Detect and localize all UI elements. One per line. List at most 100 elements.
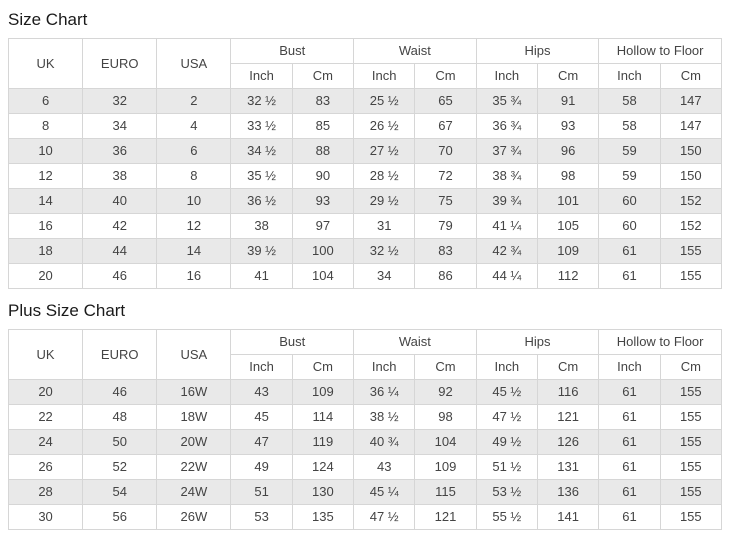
- table-cell: 109: [291, 379, 355, 405]
- table-cell: 30: [7, 504, 84, 530]
- table-cell: 61: [598, 454, 661, 480]
- table-cell: 155: [659, 504, 723, 530]
- table-cell: 14: [156, 238, 232, 264]
- table-cell: 44 ¼: [475, 263, 538, 289]
- table-cell: 38: [230, 213, 293, 239]
- table-cell: 51: [230, 479, 293, 505]
- table-cell: 42 ¾: [475, 238, 538, 264]
- table-cell: 16: [7, 213, 84, 239]
- table-cell: 141: [536, 504, 600, 530]
- table-cell: 61: [598, 504, 661, 530]
- table-cell: 60: [598, 188, 661, 214]
- table-cell: 93: [536, 113, 600, 139]
- table-cell: 59: [598, 138, 661, 164]
- table-cell: 79: [414, 213, 477, 239]
- table-cell: 37 ¾: [475, 138, 538, 164]
- unit-header: Cm: [536, 354, 600, 380]
- table-cell: 150: [659, 163, 723, 189]
- table-cell: 61: [598, 379, 661, 405]
- table-cell: 155: [659, 404, 723, 430]
- table-cell: 31: [353, 213, 416, 239]
- table-cell: 36 ¼: [353, 379, 416, 405]
- table-cell: 135: [291, 504, 355, 530]
- size-chart-title: Size Chart: [8, 10, 88, 29]
- table-cell: 90: [291, 163, 355, 189]
- unit-header: Cm: [659, 63, 723, 89]
- table-cell: 85: [291, 113, 355, 139]
- table-cell: 28: [7, 479, 84, 505]
- table-cell: 18W: [156, 404, 232, 430]
- table-cell: 152: [659, 213, 723, 239]
- table-cell: 35 ¾: [475, 88, 538, 114]
- table-cell: 32 ½: [230, 88, 293, 114]
- table-cell: 38 ½: [353, 404, 416, 430]
- table-cell: 51 ½: [475, 454, 538, 480]
- table-header: UK EURO USA Bust Waist Hips Hollow to Floor Inc…: [7, 329, 723, 380]
- table-cell: 155: [659, 379, 723, 405]
- unit-header: Inch: [353, 63, 416, 89]
- table-cell: 10: [7, 138, 84, 164]
- unit-header: Inch: [598, 354, 661, 380]
- table-cell: 92: [414, 379, 477, 405]
- table-row: 18 44 14 39 ½ 100 32 ½ 83 42 ¾ 109 61 155: [7, 238, 723, 264]
- sub-header-row: Inch Cm Inch Cm Inch Cm Inch Cm: [9, 63, 723, 89]
- table-body: 20 46 16W 43 109 36 ¼ 92 45 ½ 116 61 155 22 48 18W 45 1…: [7, 379, 723, 530]
- unit-header: Inch: [230, 354, 293, 380]
- table-cell: 61: [598, 479, 661, 505]
- table-header: UK EURO USA Bust Waist Hips Hollow to Floor Inc…: [7, 38, 723, 89]
- table-cell: 100: [291, 238, 355, 264]
- table-cell: 41: [230, 263, 293, 289]
- column-header: Waist: [353, 329, 477, 355]
- table-cell: 49: [230, 454, 293, 480]
- table-cell: 36 ½: [230, 188, 293, 214]
- column-header: Hips: [475, 38, 600, 64]
- table-cell: 53: [230, 504, 293, 530]
- table-cell: 39 ¾: [475, 188, 538, 214]
- plus-size-chart-table: UK EURO USA Bust Waist Hips Hollow to Floor Inc…: [7, 329, 723, 530]
- table-cell: 24: [7, 429, 84, 455]
- unit-header: Inch: [598, 63, 661, 89]
- unit-header: Cm: [414, 354, 477, 380]
- table-cell: 155: [659, 238, 723, 264]
- table-cell: 136: [536, 479, 600, 505]
- table-cell: 155: [659, 263, 723, 289]
- table-cell: 25 ½: [353, 88, 416, 114]
- table-row: 14 40 10 36 ½ 93 29 ½ 75 39 ¾ 101 60 152: [7, 188, 723, 214]
- table-cell: 50: [82, 429, 158, 455]
- table-row: 12 38 8 35 ½ 90 28 ½ 72 38 ¾ 98 59 150: [7, 163, 723, 189]
- table-cell: 70: [414, 138, 477, 164]
- table-cell: 60: [598, 213, 661, 239]
- table-cell: 46: [82, 379, 158, 405]
- table-cell: 83: [291, 88, 355, 114]
- column-header: EURO: [82, 329, 158, 380]
- table-row: 16 42 12 38 97 31 79 41 ¼ 105 60 152: [7, 213, 723, 239]
- table-cell: 38 ¾: [475, 163, 538, 189]
- table-cell: 32 ½: [353, 238, 416, 264]
- table-cell: 104: [291, 263, 355, 289]
- table-cell: 43: [353, 454, 416, 480]
- table-cell: 93: [291, 188, 355, 214]
- table-cell: 114: [291, 404, 355, 430]
- table-cell: 147: [659, 88, 723, 114]
- table-cell: 126: [536, 429, 600, 455]
- table-cell: 55 ½: [475, 504, 538, 530]
- table-cell: 12: [7, 163, 84, 189]
- column-header: UK: [7, 329, 84, 380]
- table-cell: 26: [7, 454, 84, 480]
- unit-header: Cm: [536, 63, 600, 89]
- table-cell: 105: [536, 213, 600, 239]
- table-cell: 109: [536, 238, 600, 264]
- column-header: Hips: [475, 329, 600, 355]
- table-cell: 52: [82, 454, 158, 480]
- table-cell: 115: [414, 479, 477, 505]
- table-cell: 16W: [156, 379, 232, 405]
- unit-header: Inch: [475, 63, 538, 89]
- table-cell: 98: [536, 163, 600, 189]
- table-cell: 38: [82, 163, 158, 189]
- plus-size-chart-title: Plus Size Chart: [8, 301, 126, 320]
- table-cell: 42: [82, 213, 158, 239]
- table-cell: 36: [82, 138, 158, 164]
- table-cell: 34: [82, 113, 158, 139]
- table-cell: 6: [7, 88, 84, 114]
- table-cell: 147: [659, 113, 723, 139]
